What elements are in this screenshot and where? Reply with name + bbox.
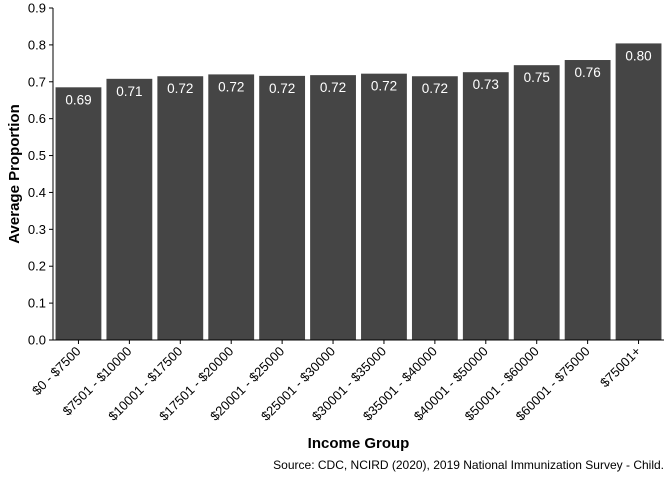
bar-value-label: 0.69 [65,92,91,107]
y-tick-label: 0.6 [28,111,46,126]
bar [564,60,611,340]
bar-value-label: 0.73 [473,77,499,92]
y-tick-label: 0.1 [28,296,46,311]
bar-value-label: 0.72 [218,79,244,94]
y-tick-label: 0.5 [28,148,46,163]
bar [310,75,356,340]
x-axis-ticks: $0 - $7500$7501 - $10000$10001 - $17500$… [29,340,644,424]
bar-value-label: 0.72 [167,81,193,96]
bar [411,76,458,340]
y-tick-label: 0.7 [28,74,46,89]
chart-caption: Source: CDC, NCIRD (2020), 2019 National… [273,458,664,472]
x-tick-label: $75001+ [597,344,644,391]
y-tick-label: 0.3 [28,222,46,237]
bar-value-label: 0.75 [524,70,550,85]
bar [513,65,560,340]
bar [106,78,153,341]
y-axis-title: Average Proportion [6,104,23,243]
y-tick-label: 0.2 [28,259,46,274]
bar-value-label: 0.76 [574,65,600,80]
y-tick-label: 0.0 [28,333,46,348]
bars [55,43,662,341]
bar-value-label: 0.80 [625,48,651,63]
x-tick-label: $0 - $7500 [29,344,84,399]
bar-value-label: 0.72 [371,79,397,94]
bar-value-labels: 0.69 0.71 0.72 0.72 0.72 0.72 0.72 0.72 0.73 0.75… [65,48,651,107]
bar-value-label: 0.72 [320,80,346,95]
bar [462,72,509,340]
y-axis-ticks: 0.0 0.1 0.2 0.3 0.4 0.5 0.6 0.7 0.8 0.9 [28,1,53,348]
bar [208,74,255,341]
y-tick-label: 0.4 [28,185,46,200]
bar-value-label: 0.72 [422,81,448,96]
bar [361,73,407,340]
bar [55,87,102,340]
bar [157,76,204,340]
bar-value-label: 0.71 [116,84,142,99]
bar [259,75,306,341]
y-tick-label: 0.8 [28,37,46,52]
x-axis-title: Income Group [308,435,410,452]
bar-value-label: 0.72 [269,81,295,96]
y-tick-label: 0.9 [28,1,46,16]
bar [615,43,662,341]
